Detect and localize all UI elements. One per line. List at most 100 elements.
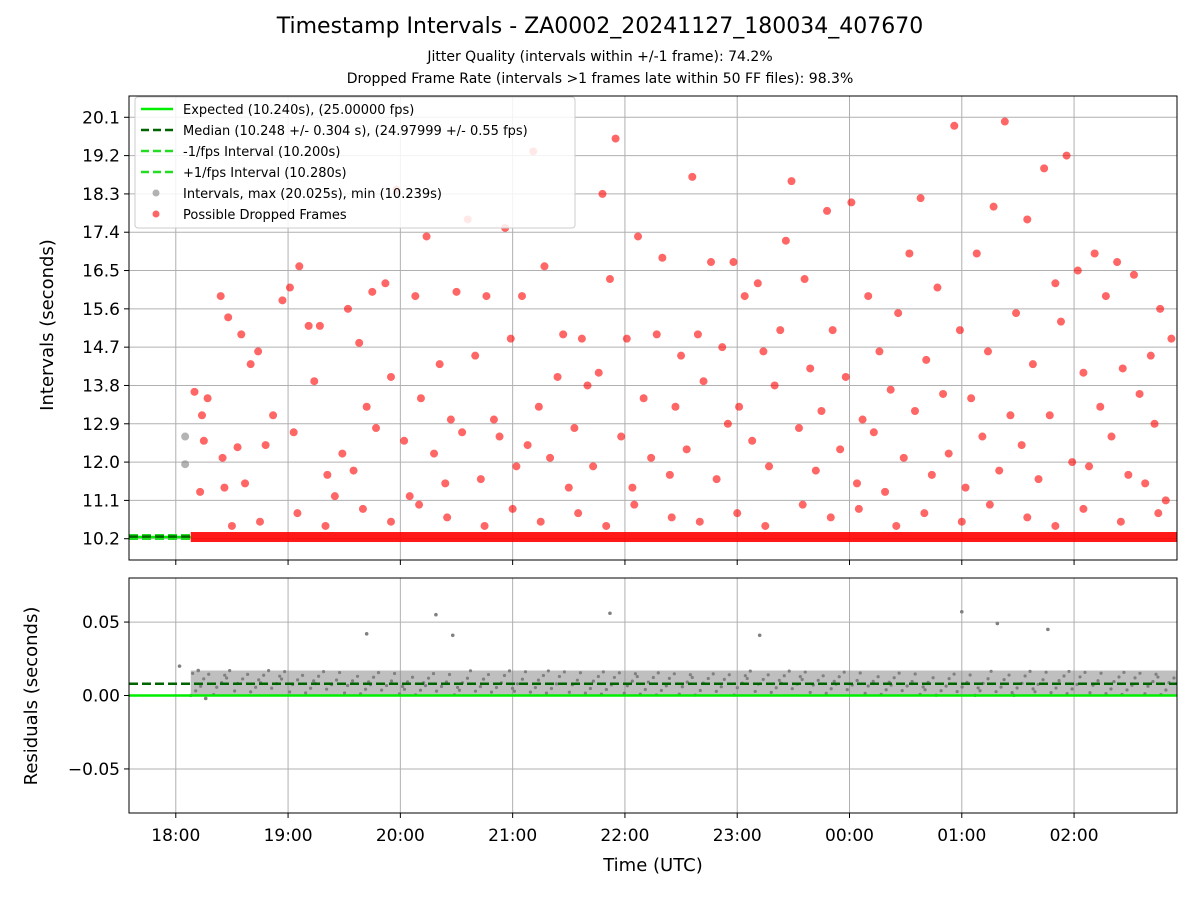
dropped-frame-point bbox=[955, 326, 964, 335]
dropped-frame-point bbox=[712, 475, 721, 484]
x-tick-label: 01:00 bbox=[937, 826, 986, 846]
residual-point bbox=[346, 683, 350, 688]
residual-point bbox=[228, 668, 232, 673]
x-tick-label: 21:00 bbox=[488, 826, 537, 846]
dropped-frame-point bbox=[218, 453, 227, 462]
residual-point bbox=[923, 688, 927, 692]
residual-point bbox=[900, 689, 904, 693]
x-tick-label: 22:00 bbox=[600, 826, 649, 846]
dropped-frame-point bbox=[761, 521, 770, 530]
dropped-frame-point bbox=[289, 428, 298, 437]
dropped-frame-point bbox=[415, 500, 424, 509]
x-tick-label: 19:00 bbox=[264, 826, 313, 846]
dropped-frame-point bbox=[1118, 364, 1127, 373]
residual-point bbox=[426, 676, 431, 680]
dropped-frame-point bbox=[1107, 432, 1116, 441]
dropped-frames-baseline-band bbox=[190, 532, 1177, 543]
residual-point bbox=[418, 688, 423, 692]
residual-point bbox=[562, 670, 567, 674]
dropped-frame-point bbox=[983, 347, 992, 356]
residual-point bbox=[798, 675, 802, 679]
residual-point bbox=[832, 679, 836, 683]
residual-point bbox=[287, 690, 292, 694]
residual-point bbox=[659, 688, 663, 693]
residual-point bbox=[207, 672, 211, 676]
residual-point bbox=[583, 691, 587, 695]
residual-point bbox=[507, 669, 512, 673]
dropped-frame-point bbox=[847, 198, 856, 207]
dropped-frame-point bbox=[688, 172, 697, 181]
dropped-frame-point bbox=[1079, 504, 1088, 513]
dropped-frame-point bbox=[677, 351, 686, 360]
residual-point bbox=[858, 671, 862, 675]
residual-point bbox=[402, 687, 407, 691]
residual-point bbox=[866, 684, 870, 688]
residual-point bbox=[241, 677, 245, 681]
residual-point bbox=[246, 672, 250, 676]
residual-point bbox=[787, 669, 791, 673]
residual-point bbox=[1075, 682, 1079, 686]
residual-point bbox=[656, 671, 660, 675]
dropped-frame-point bbox=[540, 262, 549, 271]
bottom-y-tick-label: −0.05 bbox=[68, 760, 120, 780]
dropped-frame-point bbox=[458, 428, 467, 437]
x-axis-label: Time (UTC) bbox=[602, 855, 703, 876]
residual-point bbox=[478, 684, 483, 689]
residual-point bbox=[617, 671, 621, 675]
residual-point bbox=[651, 675, 655, 680]
dropped-frame-point bbox=[852, 479, 861, 488]
legend-label: -1/fps Interval (10.200s) bbox=[183, 145, 340, 160]
dropped-frame-point bbox=[278, 296, 287, 305]
residual-point bbox=[753, 689, 757, 694]
residual-point bbox=[837, 675, 841, 679]
residual-point bbox=[447, 672, 452, 677]
residual-point bbox=[1083, 670, 1087, 674]
dropped-frame-point bbox=[765, 462, 774, 471]
dropped-frame-point bbox=[203, 394, 212, 403]
residual-point bbox=[968, 673, 972, 677]
residual-point bbox=[283, 669, 287, 674]
residual-point bbox=[520, 677, 525, 681]
residual-point bbox=[999, 685, 1003, 689]
residual-outlier-point bbox=[450, 633, 455, 638]
residual-outlier-point bbox=[203, 696, 208, 701]
residual-point bbox=[1049, 691, 1053, 695]
residual-point bbox=[1088, 691, 1092, 695]
dropped-frame-point bbox=[227, 521, 236, 530]
residual-point bbox=[1172, 676, 1176, 680]
residual-point bbox=[342, 691, 347, 695]
dropped-frame-point bbox=[817, 407, 826, 416]
dropped-frame-point bbox=[605, 275, 614, 284]
dropped-frame-point bbox=[967, 394, 976, 403]
residual-point bbox=[278, 674, 282, 678]
dropped-frame-point bbox=[237, 330, 246, 339]
residual-point bbox=[262, 673, 266, 677]
dropped-frame-point bbox=[1150, 419, 1159, 428]
residual-point bbox=[533, 685, 537, 690]
dropped-frame-point bbox=[197, 411, 206, 420]
dropped-frame-point bbox=[729, 258, 738, 267]
residual-point bbox=[536, 678, 541, 682]
dropped-frame-point bbox=[422, 232, 431, 241]
dropped-frame-point bbox=[362, 402, 371, 411]
residual-point bbox=[667, 676, 671, 680]
residual-point bbox=[884, 688, 888, 692]
residual-point bbox=[855, 678, 859, 683]
residual-point bbox=[400, 684, 405, 689]
residual-point bbox=[1164, 688, 1168, 692]
residual-point bbox=[871, 679, 875, 683]
dropped-frame-point bbox=[411, 292, 420, 301]
dropped-frame-point bbox=[630, 500, 639, 509]
residual-point bbox=[486, 672, 491, 677]
top-y-tick-label: 11.1 bbox=[82, 491, 120, 511]
dropped-frame-point bbox=[256, 517, 264, 526]
residual-point bbox=[622, 691, 626, 695]
residual-point bbox=[821, 674, 825, 678]
residual-point bbox=[434, 689, 439, 693]
top-y-tick-label: 10.2 bbox=[82, 530, 120, 550]
dropped-frame-point bbox=[858, 415, 867, 424]
top-y-tick-label: 16.5 bbox=[82, 262, 120, 282]
top-y-tick-label: 19.2 bbox=[82, 147, 120, 167]
residual-point bbox=[1122, 670, 1126, 674]
